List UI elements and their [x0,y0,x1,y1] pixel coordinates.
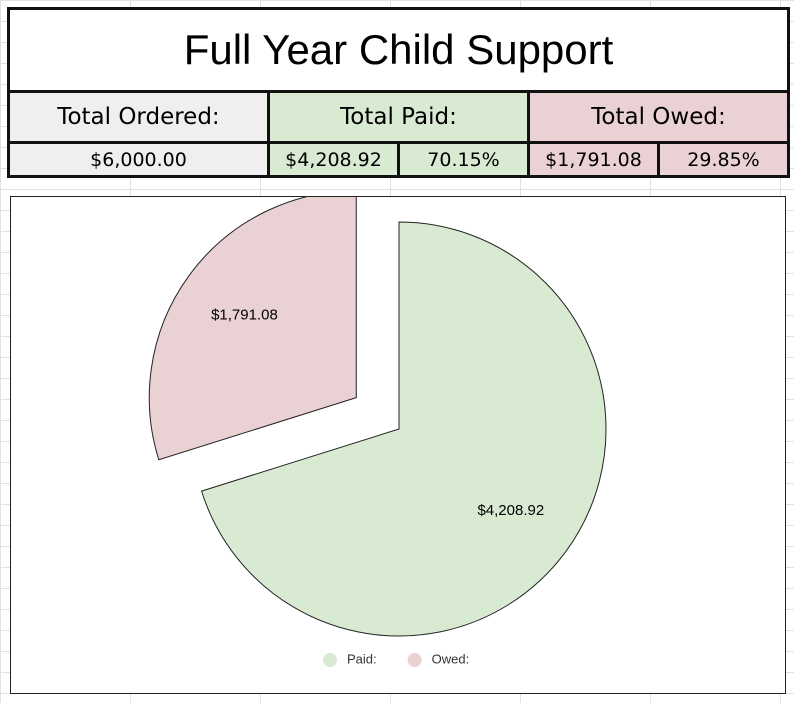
legend-swatch [407,653,422,667]
header-cell: Total Owed: [526,90,791,144]
plot-area: $4,208.92 $1,791.08 [148,197,607,637]
header-cell: Total Ordered: [7,90,270,144]
table-title: Full Year Child Support [6,7,791,93]
pie-chart: $4,208.92 $1,791.08 Paid: Owed: [10,196,786,694]
summary-table: Full Year Child Support Total Ordered: T… [6,7,791,178]
legend-swatch [323,653,337,667]
data-label: $1,791.08 [211,307,278,324]
value-cell: 70.15% [397,141,530,178]
pie-slice [148,197,357,461]
pie-slice [200,221,607,637]
value-cell: $6,000.00 [7,141,270,178]
value-cell: 29.85% [656,141,791,178]
header-cell: Total Paid: [267,90,530,144]
data-label: $4,208.92 [477,502,544,519]
value-cell: $4,208.92 [267,141,400,178]
value-cell: $1,791.08 [527,141,660,178]
legend-label: Owed: [432,651,470,666]
legend-label: Paid: [347,651,377,666]
